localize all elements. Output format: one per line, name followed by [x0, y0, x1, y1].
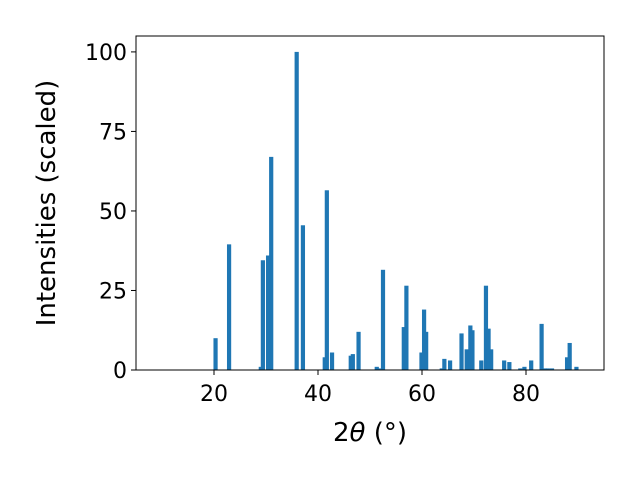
bar	[442, 358, 447, 370]
bar	[324, 190, 329, 370]
bar	[419, 352, 424, 370]
bar	[483, 285, 489, 370]
x-tick-label: 80	[512, 382, 540, 407]
bar	[564, 357, 570, 370]
x-tick-label: 40	[304, 382, 332, 407]
bar	[522, 366, 527, 370]
bar	[260, 260, 265, 370]
bar	[486, 328, 491, 370]
bar	[356, 331, 361, 370]
bar	[439, 368, 444, 370]
y-tick-label: 0	[113, 359, 127, 384]
bar	[376, 368, 381, 370]
bar	[542, 368, 547, 370]
x-tick-label: 60	[408, 382, 436, 407]
bar	[464, 349, 469, 370]
bar	[404, 285, 409, 370]
bar	[459, 333, 464, 370]
plot-frame	[135, 35, 605, 371]
y-tick-label: 25	[99, 279, 127, 304]
y-axis-label: Intensities (scaled)	[32, 80, 62, 327]
bar	[518, 368, 523, 370]
y-axis: 0 25 50 75 100	[85, 41, 136, 384]
bar	[567, 342, 572, 370]
bars	[213, 51, 579, 371]
bar	[350, 354, 355, 370]
bar	[489, 349, 494, 370]
bar	[574, 366, 579, 370]
bar	[529, 360, 534, 370]
x-axis: 20 40 60 80	[200, 370, 540, 407]
y-tick-label: 100	[85, 41, 127, 66]
bar	[539, 323, 544, 370]
bar	[545, 368, 550, 370]
bar	[269, 156, 274, 370]
bar	[447, 360, 453, 370]
bar	[424, 331, 429, 370]
bar	[226, 244, 232, 370]
bar	[507, 362, 512, 370]
x-tick-label: 20	[200, 382, 228, 407]
bar	[300, 225, 306, 370]
bar	[380, 269, 386, 370]
bar	[265, 255, 271, 370]
bar	[294, 51, 299, 371]
bar	[329, 352, 335, 370]
bar	[470, 330, 475, 370]
bar	[502, 360, 507, 370]
y-tick-label: 50	[99, 200, 127, 225]
bar	[479, 360, 484, 370]
x-axis-label: 2θ (°)	[333, 418, 407, 448]
bar	[401, 327, 406, 370]
bar	[549, 368, 555, 370]
bar	[213, 338, 218, 370]
y-tick-label: 75	[99, 120, 127, 145]
